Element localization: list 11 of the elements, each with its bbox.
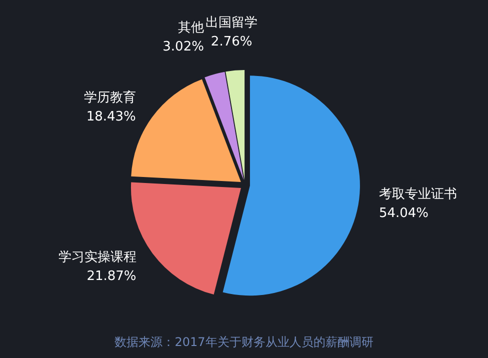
data-label: 21.87% [86, 269, 136, 284]
data-label: 3.02% [162, 40, 204, 55]
data-label: 2.76% [210, 34, 252, 50]
source-note: 数据来源：2017年关于财务从业人员的薪酬调研 [114, 335, 374, 349]
data-label: 54.04% [378, 206, 429, 221]
slice-label: 其他 [178, 20, 204, 36]
data-label: 18.43% [86, 109, 136, 124]
slice-label: 考取专业证书 [378, 186, 457, 202]
slice-label: 学历教育 [84, 89, 136, 106]
slice-label: 学习实操课程 [58, 250, 136, 266]
slice-label: 出国留学 [206, 16, 258, 31]
